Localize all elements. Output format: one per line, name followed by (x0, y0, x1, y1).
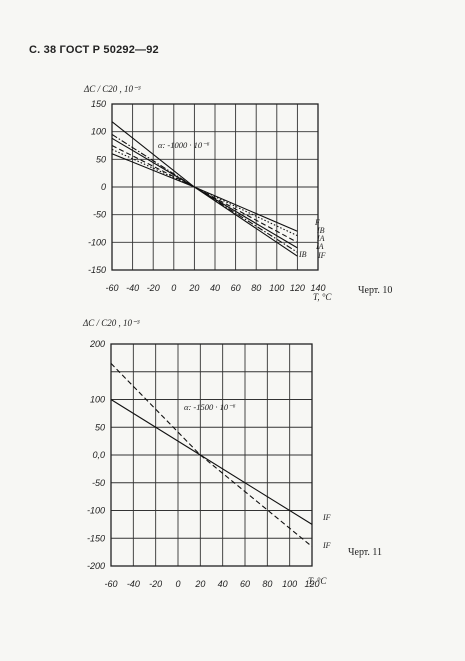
series-label: IA (315, 242, 324, 251)
x-tick-label: 20 (188, 283, 199, 293)
y-tick-label: -50 (92, 478, 105, 488)
x-tick-label: 40 (218, 579, 228, 589)
x-tick-label: 120 (304, 579, 319, 589)
x-tick-label: -60 (104, 579, 117, 589)
series-label: IA (316, 234, 325, 243)
x-tick-label: 20 (194, 579, 205, 589)
chart-1-caption: Черт. 10 (358, 285, 393, 296)
series-label: IF (322, 513, 331, 522)
series-label: F (314, 218, 320, 227)
y-tick-label: 100 (91, 127, 106, 137)
y-tick-label: -150 (88, 265, 106, 275)
y-tick-label: -150 (87, 533, 105, 543)
x-tick-label: 40 (210, 283, 220, 293)
x-tick-label: 60 (231, 283, 241, 293)
chart-2: -60 -40 -20 0 20 40 60 80 100 120200100500,0-50-1… (82, 318, 331, 589)
series-line-0 (110, 399, 313, 525)
y-tick-label: 0 (101, 182, 106, 192)
y-tick-label: -100 (88, 237, 106, 247)
series-label: IF (317, 251, 326, 260)
series-label: IB (298, 250, 307, 259)
x-tick-label: 0 (175, 579, 180, 589)
page-header: С. 38 ГОСТ Р 50292—92 (29, 44, 159, 56)
x-axis-label: T, °C (313, 292, 332, 302)
plot-frame (110, 343, 313, 567)
x-tick-label: 100 (282, 579, 297, 589)
y-tick-label: 150 (91, 99, 106, 109)
x-axis-label: T, °C (308, 576, 327, 586)
x-tick-label: 80 (262, 579, 272, 589)
plot-frame (111, 103, 319, 271)
chart-annotation: α: -1500 · 10⁻⁶ (184, 402, 236, 412)
series-line-5 (111, 153, 298, 232)
series-line-2 (111, 137, 298, 249)
y-tick-label: -200 (87, 561, 105, 571)
x-tick-label: -40 (126, 283, 139, 293)
series-label: IB (316, 226, 325, 235)
series-line-1 (110, 363, 313, 548)
series-label: IF (322, 541, 331, 550)
y-tick-label: -100 (87, 506, 105, 516)
y-tick-label: 0,0 (92, 450, 105, 460)
y-tick-label: 50 (95, 422, 105, 432)
x-tick-label: 0 (171, 283, 176, 293)
chart-1: -60 -40 -20 0 20 40 60 80 100 120 140 150 100 50 0 -50 -… (83, 84, 332, 302)
x-tick-label: 60 (240, 579, 250, 589)
x-tick-label: 120 (290, 283, 305, 293)
x-tick-label: 100 (269, 283, 284, 293)
chart-annotation: α: -1000 · 10⁻⁶ (158, 140, 210, 150)
x-tick-label: -20 (149, 579, 162, 589)
y-axis-label: ΔC / C20 , 10⁻³ (82, 318, 140, 328)
x-tick-label: 140 (310, 283, 325, 293)
chart-2-caption: Черт. 11 (348, 547, 383, 558)
y-tick-label: 200 (89, 339, 105, 349)
x-tick-label: -20 (147, 283, 160, 293)
y-tick-label: 100 (90, 395, 105, 405)
y-axis-label: ΔC / C20 , 10⁻³ (83, 84, 141, 94)
y-tick-label: 50 (96, 154, 106, 164)
x-tick-label: 80 (251, 283, 261, 293)
y-tick-label: -50 (93, 210, 106, 220)
x-tick-label: -60 (105, 283, 118, 293)
x-tick-label: -40 (127, 579, 140, 589)
